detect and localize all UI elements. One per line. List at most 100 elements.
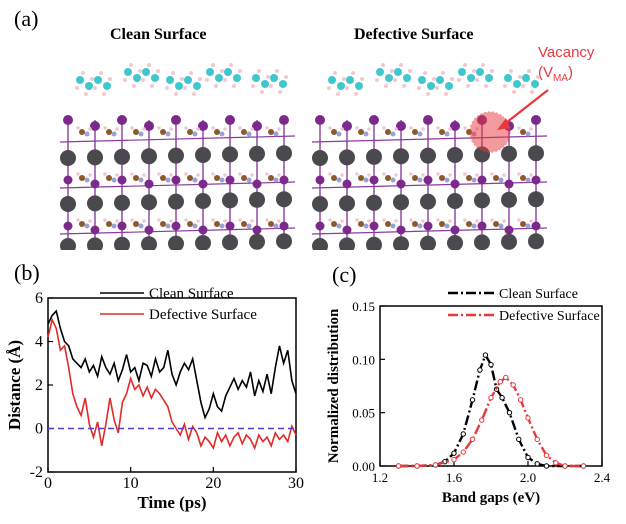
data-point	[525, 454, 531, 461]
hydrogen-atom	[529, 173, 533, 177]
hydrogen-atom	[157, 126, 161, 130]
molecule-carbon-atom	[94, 76, 102, 84]
iodine-atom	[423, 175, 433, 185]
hydrogen-atom	[328, 172, 332, 176]
hydrogen-atom	[466, 84, 470, 88]
hydrogen-atom	[257, 69, 261, 73]
molecule-carbon-atom	[504, 74, 512, 82]
hydrogen-atom	[450, 77, 454, 81]
lead-atom	[447, 147, 463, 163]
hydrogen-atom	[463, 172, 467, 176]
hydrogen-atom	[367, 219, 371, 223]
hydrogen-atom	[123, 78, 127, 82]
legend-label: Defective Surface	[149, 307, 257, 323]
molecule-carbon-atom	[346, 76, 354, 84]
hydrogen-atom	[103, 172, 107, 176]
hydrogen-atom	[115, 127, 119, 131]
hydrogen-atom	[76, 172, 80, 176]
carbon-atom	[412, 221, 418, 227]
hydrogen-atom	[360, 77, 364, 81]
carbon-atom	[331, 221, 337, 227]
x-tick-label: 20	[205, 475, 221, 492]
molecule-carbon-atom	[427, 82, 435, 90]
carbon-atom	[412, 129, 418, 135]
lead-atom	[87, 237, 103, 250]
carbon-atom	[160, 221, 166, 227]
data-point	[460, 449, 466, 455]
hydrogen-atom	[328, 126, 332, 130]
x-axis-label: Band gaps (eV)	[442, 490, 540, 506]
iodine-atom	[477, 175, 487, 185]
data-point	[479, 417, 485, 423]
hydrogen-atom	[351, 71, 355, 75]
nitrogen-atom	[165, 131, 171, 137]
molecule-carbon-atom	[124, 68, 132, 76]
lead-atom	[276, 233, 292, 250]
carbon-atom	[268, 129, 274, 135]
hydrogen-atom	[277, 219, 281, 223]
carbon-atom	[133, 221, 139, 227]
carbon-atom	[520, 175, 526, 181]
nitrogen-atom	[525, 131, 531, 137]
hydrogen-atom	[132, 84, 136, 88]
carbon-atom	[358, 221, 364, 227]
hydrogen-atom	[198, 77, 202, 81]
nitrogen-atom	[273, 177, 279, 183]
hydrogen-atom	[90, 77, 94, 81]
data-point	[516, 436, 522, 443]
hydrogen-atom	[278, 90, 282, 94]
hydrogen-atom	[232, 84, 236, 88]
nitrogen-atom	[111, 177, 117, 183]
y-tick-label: 6	[35, 290, 43, 307]
nitrogen-atom	[525, 223, 531, 229]
hydrogen-atom	[223, 173, 227, 177]
nitrogen-atom	[363, 131, 369, 137]
hydrogen-atom	[238, 218, 242, 222]
lead-atom	[339, 149, 355, 166]
iodine-atom	[369, 115, 379, 125]
carbon-atom	[268, 221, 274, 227]
hydrogen-atom	[76, 218, 80, 222]
hydrogen-atom	[463, 63, 467, 67]
iodine-atom	[396, 225, 406, 235]
molecule-carbon-atom	[261, 80, 269, 88]
iodine-atom	[63, 115, 73, 125]
iodine-atom	[504, 225, 514, 235]
lead-atom	[393, 148, 409, 165]
carbon-atom	[106, 221, 112, 227]
hydrogen-atom	[529, 127, 533, 131]
defective-surface-structure	[312, 63, 548, 250]
clean-surface-title: Clean Surface	[110, 26, 207, 43]
carbon-atom	[439, 221, 445, 227]
carbon-atom	[439, 175, 445, 181]
molecule-carbon-atom	[467, 74, 475, 82]
lead-atom	[312, 196, 328, 212]
lead-atom	[114, 194, 130, 211]
molecule-carbon-atom	[513, 80, 521, 88]
y-tick-label: 0.10	[352, 352, 375, 367]
legend-label: Defective Surface	[499, 309, 600, 324]
hydrogen-atom	[184, 218, 188, 222]
hydrogen-atom	[408, 69, 412, 73]
hydrogen-atom	[502, 173, 506, 177]
carbon-atom	[79, 129, 85, 135]
hydrogen-atom	[157, 172, 161, 176]
nitrogen-atom	[246, 177, 252, 183]
lead-atom	[393, 236, 409, 250]
nitrogen-atom	[498, 223, 504, 229]
lead-atom	[366, 148, 382, 165]
x-tick-label: 1.6	[446, 470, 463, 485]
carbon-atom	[358, 129, 364, 135]
molecule-carbon-atom	[206, 68, 214, 76]
data-point	[477, 367, 483, 373]
molecule-carbon-atom	[184, 76, 192, 84]
hydrogen-atom	[130, 218, 134, 222]
panel-label-a: (a)	[14, 6, 39, 31]
hydrogen-atom	[93, 86, 97, 90]
hydrogen-atom	[183, 86, 187, 90]
hydrogen-atom	[509, 69, 513, 73]
data-point	[553, 460, 559, 466]
hydrogen-atom	[382, 172, 386, 176]
carbon-atom	[187, 129, 193, 135]
nitrogen-atom	[84, 131, 90, 137]
